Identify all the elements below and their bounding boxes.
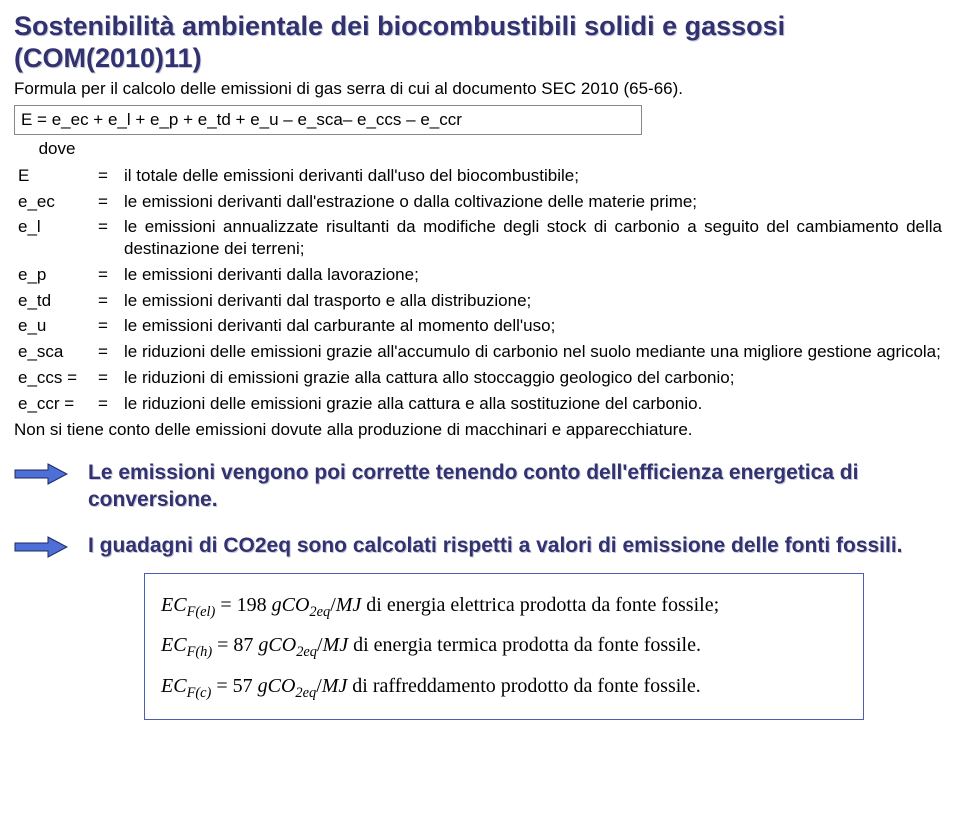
slide-subtitle: Formula per il calcolo delle emissioni d…	[14, 79, 946, 99]
def-equals: =	[94, 288, 120, 314]
definition-row: e_ccr ==le riduzioni delle emissioni gra…	[14, 391, 946, 417]
equation-line-2: ECF(h) = 87 gCO2eq/MJ di energia termica…	[161, 626, 847, 666]
formula-box: E = e_ec + e_l + e_p + e_td + e_u – e_sc…	[14, 105, 642, 135]
arrow-icon	[14, 536, 68, 558]
def-equals: =	[94, 163, 120, 189]
def-equals: =	[94, 262, 120, 288]
def-text: le emissioni derivanti dall'estrazione o…	[120, 189, 946, 215]
slide-title: Sostenibilità ambientale dei biocombusti…	[14, 10, 946, 75]
def-symbol: e_ccs =	[14, 365, 94, 391]
def-text: le emissioni derivanti dal carburante al…	[120, 313, 946, 339]
def-equals: =	[94, 365, 120, 391]
def-symbol: e_ec	[14, 189, 94, 215]
def-text: il totale delle emissioni derivanti dall…	[120, 163, 946, 189]
def-text: le riduzioni delle emissioni grazie all'…	[120, 339, 946, 365]
equations-box: ECF(el) = 198 gCO2eq/MJ di energia elett…	[144, 573, 864, 720]
def-symbol: e_sca	[14, 339, 94, 365]
definition-row: e_l=le emissioni annualizzate risultanti…	[14, 214, 946, 262]
def-text: le emissioni derivanti dalla lavorazione…	[120, 262, 946, 288]
footnote-text: Non si tiene conto delle emissioni dovut…	[14, 419, 946, 441]
def-symbol: e_ccr =	[14, 391, 94, 417]
bullet-text-2: I guadagni di CO2eq sono calcolati rispe…	[88, 532, 903, 559]
def-equals: =	[94, 214, 120, 262]
definition-row: e_ccs ==le riduzioni di emissioni grazie…	[14, 365, 946, 391]
def-equals: =	[94, 339, 120, 365]
def-text: le emissioni annualizzate risultanti da …	[120, 214, 946, 262]
equation-line-3: ECF(c) = 57 gCO2eq/MJ di raffreddamento …	[161, 667, 847, 707]
bullet-text-1: Le emissioni vengono poi corrette tenend…	[88, 459, 946, 514]
def-text: le riduzioni di emissioni grazie alla ca…	[120, 365, 946, 391]
def-symbol: e_l	[14, 214, 94, 262]
def-text: le riduzioni delle emissioni grazie alla…	[120, 391, 946, 417]
definition-row: e_u=le emissioni derivanti dal carburant…	[14, 313, 946, 339]
dove-label: dove	[14, 139, 100, 159]
definition-row: e_sca=le riduzioni delle emissioni grazi…	[14, 339, 946, 365]
arrow-icon	[14, 463, 68, 485]
def-equals: =	[94, 391, 120, 417]
def-symbol: e_p	[14, 262, 94, 288]
definition-row: e_ec=le emissioni derivanti dall'estrazi…	[14, 189, 946, 215]
bullet-row-2: I guadagni di CO2eq sono calcolati rispe…	[14, 532, 946, 559]
definition-row: e_p=le emissioni derivanti dalla lavoraz…	[14, 262, 946, 288]
def-equals: =	[94, 189, 120, 215]
definition-row: e_td=le emissioni derivanti dal trasport…	[14, 288, 946, 314]
def-symbol: e_u	[14, 313, 94, 339]
definition-row: E=il totale delle emissioni derivanti da…	[14, 163, 946, 189]
def-text: le emissioni derivanti dal trasporto e a…	[120, 288, 946, 314]
def-equals: =	[94, 313, 120, 339]
definitions-table: E=il totale delle emissioni derivanti da…	[14, 163, 946, 417]
equation-line-1: ECF(el) = 198 gCO2eq/MJ di energia elett…	[161, 586, 847, 626]
def-symbol: e_td	[14, 288, 94, 314]
bullet-row-1: Le emissioni vengono poi corrette tenend…	[14, 459, 946, 514]
def-symbol: E	[14, 163, 94, 189]
